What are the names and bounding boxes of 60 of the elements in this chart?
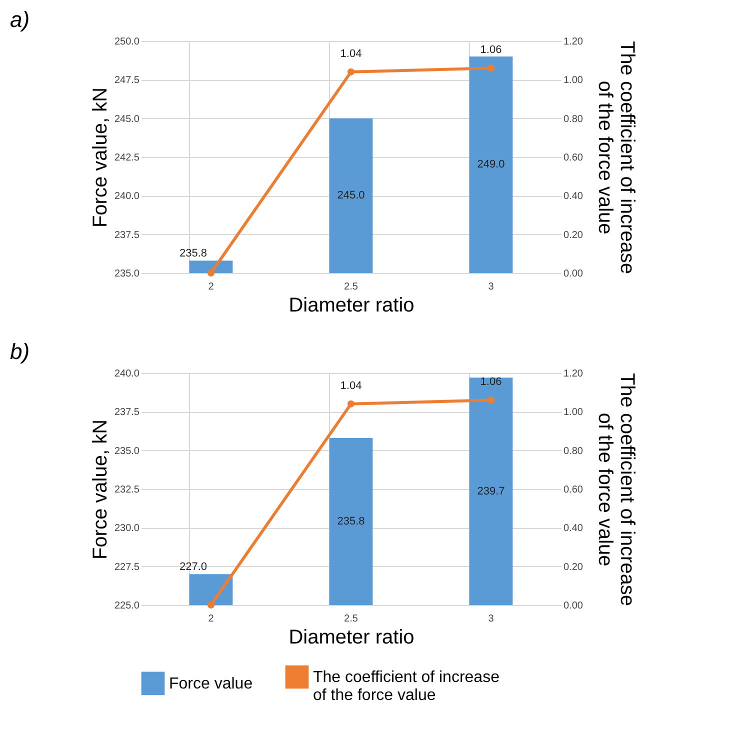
y2-tick-label: 0.00 [564,268,584,280]
y-tick-label: 250.0 [114,36,140,48]
data-label: 235.8 [179,248,207,260]
point [487,396,495,404]
y-tick-label: 227.5 [114,562,140,573]
y2-tick-label: 0.60 [564,484,584,496]
data-label: 235.8 [337,515,365,528]
legend-label: The coefficient of increase of the force value [313,669,500,704]
y2-tick-label: 0.60 [564,152,584,164]
y2-tick-label: 0.00 [564,600,584,612]
chart-title: b) [10,339,30,364]
point [347,400,355,408]
point [207,269,215,277]
data-label: 1.06 [480,376,502,388]
x-tick-label: 2 [208,282,214,292]
data-label: 1.06 [480,44,502,56]
point [347,68,355,76]
y2-tick-label: 1.20 [564,36,584,48]
y-tick-label: 237.5 [114,230,140,241]
legend-label: Force value [169,675,253,692]
y2-tick-label: 0.40 [564,191,584,202]
chart-title: a) [10,7,30,32]
y-tick-label: 240.0 [114,368,140,380]
y-tick-label: 235.0 [114,268,140,280]
data-label: 245.0 [337,190,365,202]
x-tick-label: 3 [488,282,494,292]
y2-tick-label: 1.00 [564,407,584,418]
x-tick-label: 2 [208,614,214,624]
y2-tick-label: 0.40 [564,523,584,534]
y-tick-label: 225.0 [114,600,140,612]
y2-tick-label: 0.20 [564,230,584,241]
y-tick-label: 230.0 [114,523,140,534]
x-tick-label: 3 [488,614,494,624]
point [487,64,495,72]
x-tick-label: 2.5 [344,282,358,292]
data-label: 227.0 [179,561,207,574]
y2-tick-label: 0.20 [564,562,584,573]
data-label: 1.04 [340,48,362,60]
y2-tick-label: 0.80 [564,114,584,125]
y2-axis-title: The coefficient of increase of the force value [594,372,638,606]
y-tick-label: 235.0 [114,446,140,457]
y-axis-title: Force value, kN [89,87,112,228]
y-tick-label: 237.5 [114,407,140,418]
data-label: 239.7 [477,485,505,498]
x-axis-title: Diameter ratio [288,294,414,316]
data-label: 1.04 [340,380,362,392]
y2-tick-label: 1.20 [564,368,584,380]
y-axis-title: Force value, kN [89,419,112,560]
x-tick-label: 2.5 [344,614,358,624]
y2-axis-title: The coefficient of increase of the force value [594,40,638,274]
y2-tick-label: 1.00 [564,75,584,86]
data-label: 249.0 [477,158,505,171]
y-tick-label: 232.5 [114,484,140,496]
y2-tick-label: 0.80 [564,446,584,457]
y-tick-label: 240.0 [114,191,140,202]
y-tick-label: 242.5 [114,152,140,164]
y-tick-label: 247.5 [114,75,140,86]
x-axis-title: Diameter ratio [288,626,414,648]
y-tick-label: 245.0 [114,114,140,125]
point [207,601,215,609]
